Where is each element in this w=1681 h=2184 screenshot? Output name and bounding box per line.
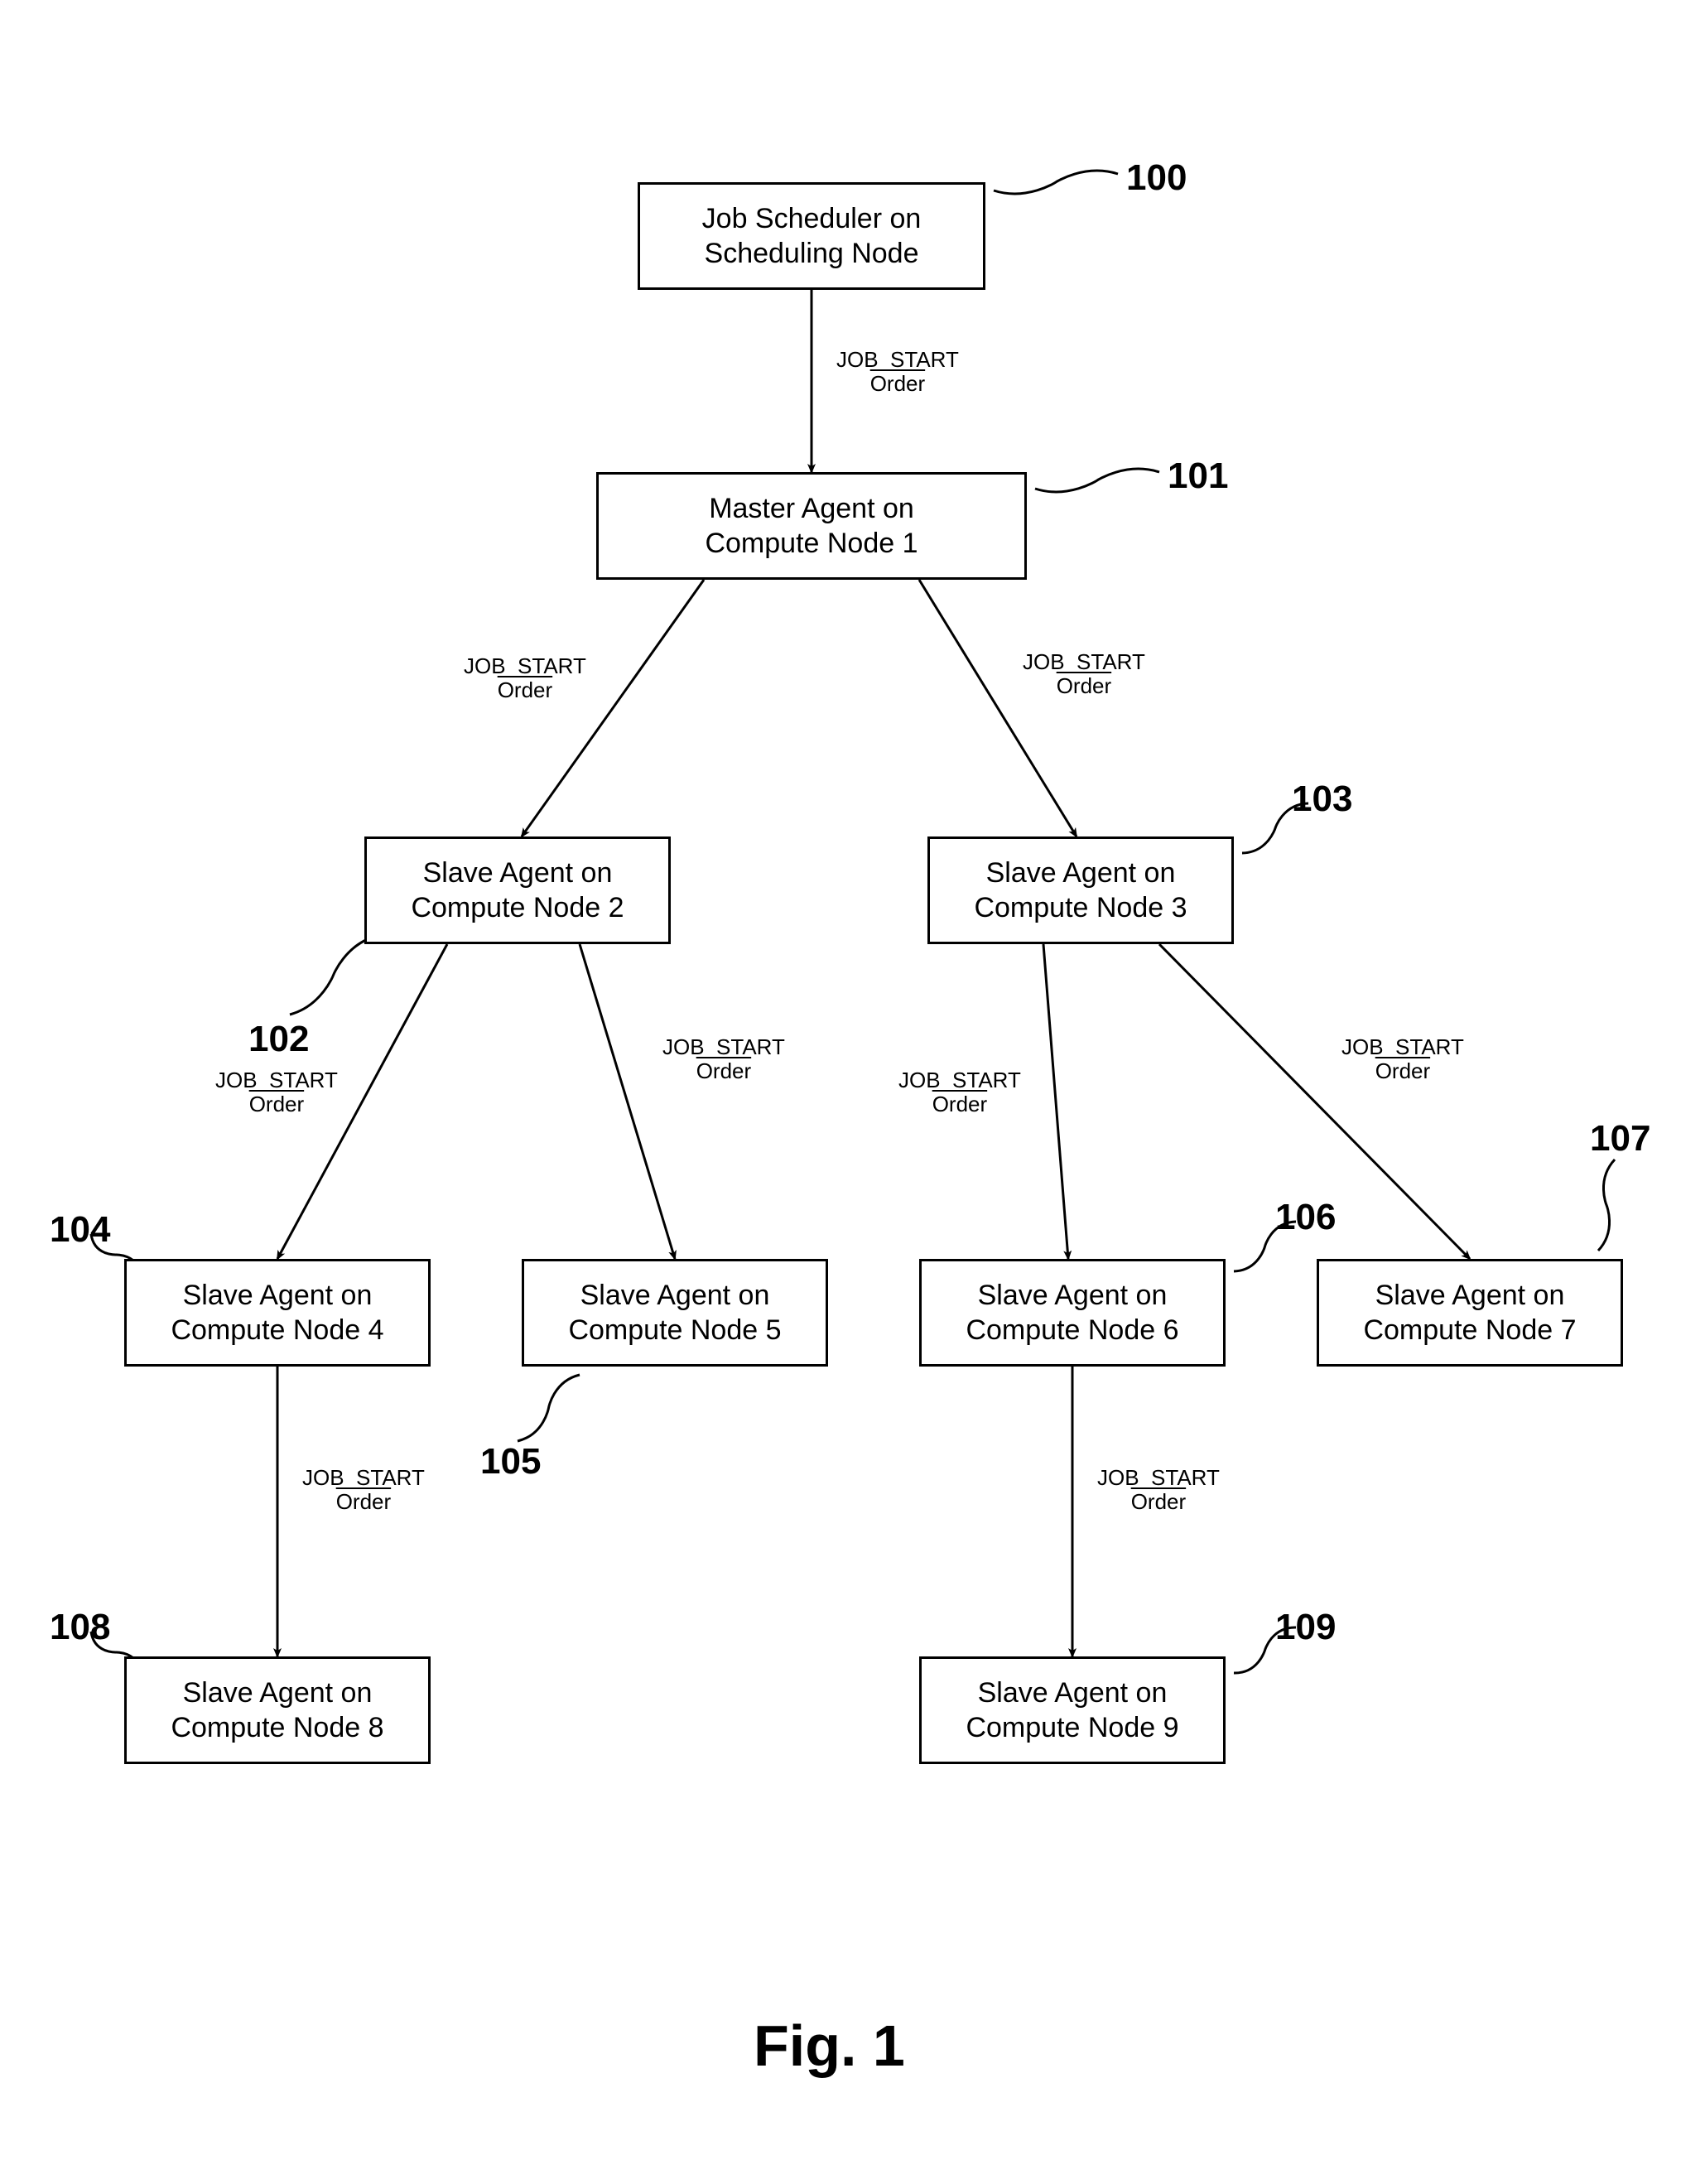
edge-label: JOB_STARTOrder bbox=[1341, 1035, 1464, 1082]
edge-label: JOB_STARTOrder bbox=[302, 1466, 425, 1513]
node-slave-7: Slave Agent on Compute Node 7 bbox=[1317, 1259, 1623, 1367]
edge-label: JOB_STARTOrder bbox=[1097, 1466, 1220, 1513]
node-slave-5: Slave Agent on Compute Node 5 bbox=[522, 1259, 828, 1367]
node-line2: Compute Node 7 bbox=[1363, 1313, 1576, 1348]
figure-caption: Fig. 1 bbox=[754, 2013, 905, 2079]
ref-109: 109 bbox=[1275, 1607, 1336, 1648]
node-line2: Compute Node 4 bbox=[171, 1313, 383, 1348]
node-slave-8: Slave Agent on Compute Node 8 bbox=[124, 1656, 431, 1764]
ref-108: 108 bbox=[50, 1607, 110, 1648]
node-scheduler: Job Scheduler on Scheduling Node bbox=[638, 182, 985, 290]
node-line1: Slave Agent on bbox=[1375, 1278, 1565, 1314]
node-line2: Compute Node 9 bbox=[966, 1710, 1178, 1746]
ref-102: 102 bbox=[248, 1019, 309, 1060]
node-line2: Scheduling Node bbox=[705, 236, 919, 272]
node-line1: Slave Agent on bbox=[978, 1278, 1168, 1314]
ref-106: 106 bbox=[1275, 1197, 1336, 1238]
ref-101: 101 bbox=[1168, 456, 1228, 497]
node-line1: Slave Agent on bbox=[978, 1675, 1168, 1711]
node-line2: Compute Node 1 bbox=[705, 526, 918, 562]
node-line1: Slave Agent on bbox=[580, 1278, 770, 1314]
node-line2: Compute Node 3 bbox=[974, 890, 1187, 926]
node-slave-3: Slave Agent on Compute Node 3 bbox=[927, 836, 1234, 944]
ref-105: 105 bbox=[480, 1441, 541, 1483]
node-line1: Slave Agent on bbox=[423, 856, 613, 891]
edge-label: JOB_STARTOrder bbox=[464, 654, 586, 701]
edge-label: JOB_STARTOrder bbox=[836, 348, 959, 395]
node-line2: Compute Node 5 bbox=[568, 1313, 781, 1348]
node-slave-2: Slave Agent on Compute Node 2 bbox=[364, 836, 671, 944]
node-line1: Slave Agent on bbox=[183, 1278, 373, 1314]
node-slave-9: Slave Agent on Compute Node 9 bbox=[919, 1656, 1226, 1764]
diagram-canvas: Job Scheduler on Scheduling Node Master … bbox=[0, 0, 1681, 2184]
ref-107: 107 bbox=[1590, 1118, 1650, 1159]
node-master-1: Master Agent on Compute Node 1 bbox=[596, 472, 1027, 580]
ref-100: 100 bbox=[1126, 157, 1187, 199]
edge-label: JOB_STARTOrder bbox=[662, 1035, 785, 1082]
ref-103: 103 bbox=[1292, 779, 1352, 820]
node-line1: Slave Agent on bbox=[183, 1675, 373, 1711]
node-slave-4: Slave Agent on Compute Node 4 bbox=[124, 1259, 431, 1367]
ref-104: 104 bbox=[50, 1209, 110, 1251]
node-line2: Compute Node 6 bbox=[966, 1313, 1178, 1348]
node-line2: Compute Node 2 bbox=[411, 890, 624, 926]
node-line2: Compute Node 8 bbox=[171, 1710, 383, 1746]
edge-label: JOB_STARTOrder bbox=[1023, 650, 1145, 697]
node-slave-6: Slave Agent on Compute Node 6 bbox=[919, 1259, 1226, 1367]
node-line1: Slave Agent on bbox=[986, 856, 1176, 891]
node-line1: Master Agent on bbox=[709, 491, 914, 527]
node-line1: Job Scheduler on bbox=[702, 201, 922, 237]
edge-label: JOB_STARTOrder bbox=[898, 1068, 1021, 1116]
edge-label: JOB_STARTOrder bbox=[215, 1068, 338, 1116]
